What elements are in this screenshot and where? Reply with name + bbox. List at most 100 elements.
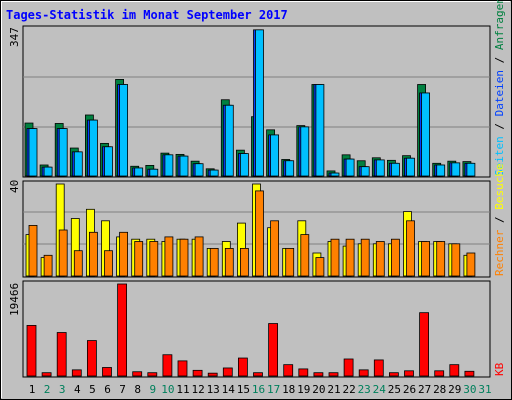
rechner-bar bbox=[104, 250, 113, 277]
rechner-bar bbox=[209, 247, 219, 277]
seiten-bar bbox=[89, 119, 98, 177]
rechner-bar bbox=[179, 238, 189, 277]
rechner-bar bbox=[421, 241, 431, 277]
kb-bar bbox=[253, 372, 263, 377]
seiten-bar bbox=[164, 154, 174, 177]
seiten-bar bbox=[270, 134, 280, 177]
kb-panel bbox=[22, 280, 491, 378]
rechner-bar bbox=[134, 241, 144, 277]
seiten-bar bbox=[119, 84, 128, 177]
seiten-bar bbox=[209, 169, 219, 177]
kb-bar bbox=[419, 312, 430, 377]
day-label: 5 bbox=[89, 383, 96, 396]
kb-bar bbox=[283, 364, 294, 377]
day-label: 3 bbox=[59, 383, 66, 396]
day-label: 20 bbox=[312, 383, 325, 396]
legend-seiten: Seiten bbox=[493, 136, 506, 176]
kb-bar bbox=[358, 369, 369, 377]
rechner-bar bbox=[119, 231, 128, 277]
legend-separator-3: / bbox=[493, 210, 506, 230]
day-label: 25 bbox=[388, 383, 401, 396]
legend-kb: KB bbox=[493, 362, 506, 376]
seiten-bar bbox=[194, 163, 204, 177]
day-label: 23 bbox=[358, 383, 371, 396]
seiten-bar bbox=[104, 146, 113, 177]
rechner-bar bbox=[436, 241, 446, 277]
rechner-bar bbox=[375, 241, 385, 277]
chart-title: Tages-Statistik im Monat September 2017 bbox=[6, 8, 288, 22]
legend-anfragen: Anfragen bbox=[493, 0, 506, 50]
seiten-bar bbox=[255, 29, 264, 177]
kb-bar bbox=[117, 283, 127, 377]
kb-bar bbox=[388, 372, 399, 377]
rechner-bar bbox=[285, 247, 295, 277]
day-label: 30 bbox=[463, 383, 476, 396]
hits-max-label: 347 bbox=[8, 27, 21, 47]
seiten-bar bbox=[300, 126, 310, 177]
rechner-bar bbox=[224, 247, 234, 277]
seiten-bar bbox=[345, 158, 355, 177]
day-label: 24 bbox=[373, 383, 387, 396]
seiten-bar bbox=[224, 104, 234, 177]
rechner-bar bbox=[406, 220, 415, 277]
kb-bar bbox=[41, 372, 52, 377]
rechner-bar bbox=[390, 238, 400, 277]
rechner-bar bbox=[315, 257, 325, 277]
seiten-bar bbox=[436, 164, 446, 177]
kb-max-label: 19466 bbox=[8, 283, 21, 316]
day-label: 15 bbox=[237, 383, 250, 396]
rechner-bar bbox=[345, 238, 355, 277]
seiten-bar bbox=[239, 153, 249, 177]
rechner-bar bbox=[73, 250, 83, 277]
seiten-bar bbox=[315, 84, 325, 177]
kb-bar bbox=[177, 360, 188, 377]
rechner-bar bbox=[89, 231, 98, 277]
seiten-bar bbox=[179, 155, 189, 177]
legend-dateien: Dateien bbox=[493, 70, 506, 116]
seiten-bar bbox=[375, 159, 385, 177]
seiten-bar bbox=[360, 166, 370, 177]
rechner-bar bbox=[466, 252, 476, 277]
kb-bar bbox=[162, 354, 173, 377]
legend-besuche: Besuche bbox=[493, 163, 506, 209]
kb-bar bbox=[71, 369, 82, 377]
seiten-bar bbox=[58, 128, 68, 177]
day-label: 8 bbox=[134, 383, 141, 396]
day-label: 18 bbox=[282, 383, 295, 396]
kb-bar bbox=[268, 323, 279, 377]
legend-visits-group: Rechner / Besuche bbox=[493, 163, 506, 276]
day-label: 22 bbox=[342, 383, 355, 396]
rechner-bar bbox=[164, 236, 174, 277]
kb-bar bbox=[434, 370, 445, 377]
rechner-bar bbox=[451, 243, 461, 277]
day-label: 16 bbox=[252, 383, 265, 396]
day-label: 6 bbox=[104, 383, 111, 396]
seiten-bar bbox=[421, 92, 431, 177]
kb-bar bbox=[404, 370, 414, 377]
day-label: 14 bbox=[222, 383, 236, 396]
seiten-bar bbox=[466, 162, 476, 177]
day-label: 26 bbox=[403, 383, 416, 396]
rechner-bar bbox=[194, 236, 204, 277]
kb-bar bbox=[26, 325, 37, 377]
kb-bar bbox=[373, 359, 384, 377]
kb-bar bbox=[464, 370, 475, 377]
kb-bar bbox=[132, 371, 143, 377]
day-label: 2 bbox=[44, 383, 51, 396]
kb-bar bbox=[237, 357, 248, 377]
kb-bar bbox=[449, 364, 460, 377]
seiten-bar bbox=[285, 160, 295, 177]
seiten-bar bbox=[43, 166, 53, 177]
legend-separator-2: / bbox=[493, 50, 506, 70]
day-label: 31 bbox=[478, 383, 491, 396]
rechner-bar bbox=[255, 190, 264, 277]
rechner-bar bbox=[28, 224, 38, 277]
rechner-bar bbox=[43, 254, 53, 277]
day-label: 21 bbox=[327, 383, 340, 396]
legend-hits-group: Seiten / Dateien / Anfragen bbox=[493, 0, 506, 176]
legend-separator-1: / bbox=[493, 116, 506, 136]
day-label: 1 bbox=[29, 383, 36, 396]
kb-bar bbox=[192, 369, 203, 377]
day-label: 7 bbox=[119, 383, 126, 396]
